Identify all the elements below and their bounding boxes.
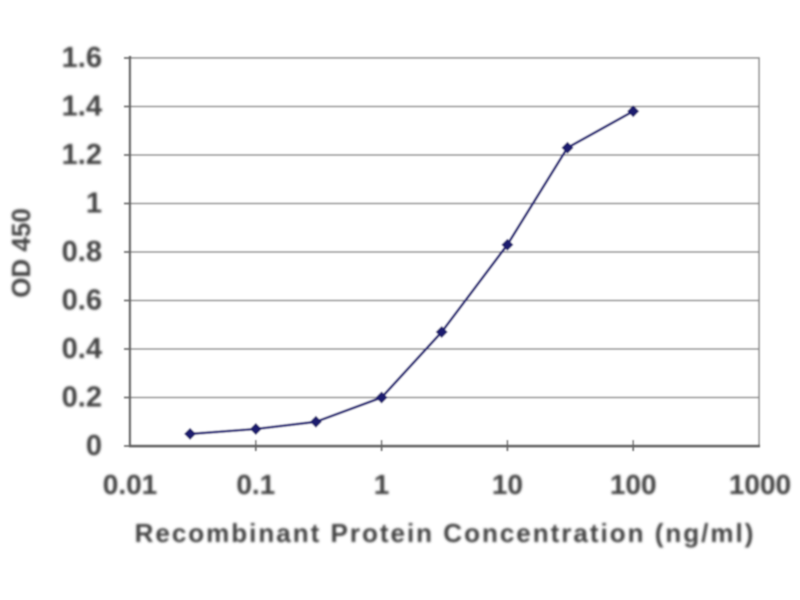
svg-text:10: 10: [492, 469, 523, 500]
svg-text:1.4: 1.4: [62, 91, 102, 123]
svg-text:Recombinant Protein Concentrat: Recombinant Protein Concentration (ng/ml…: [135, 518, 756, 548]
svg-text:100: 100: [610, 469, 657, 500]
svg-text:0.6: 0.6: [62, 285, 102, 317]
svg-text:1.2: 1.2: [62, 139, 102, 171]
svg-text:0.2: 0.2: [62, 382, 102, 414]
svg-text:0: 0: [86, 430, 102, 462]
svg-text:1000: 1000: [729, 469, 791, 500]
svg-text:0.8: 0.8: [62, 236, 102, 268]
svg-text:0.4: 0.4: [62, 333, 102, 365]
svg-text:1.6: 1.6: [62, 42, 102, 74]
svg-text:0.01: 0.01: [103, 469, 158, 500]
svg-text:1: 1: [86, 188, 102, 220]
svg-text:1: 1: [374, 469, 390, 500]
svg-text:OD 450: OD 450: [6, 208, 36, 298]
svg-text:0.1: 0.1: [236, 469, 275, 500]
